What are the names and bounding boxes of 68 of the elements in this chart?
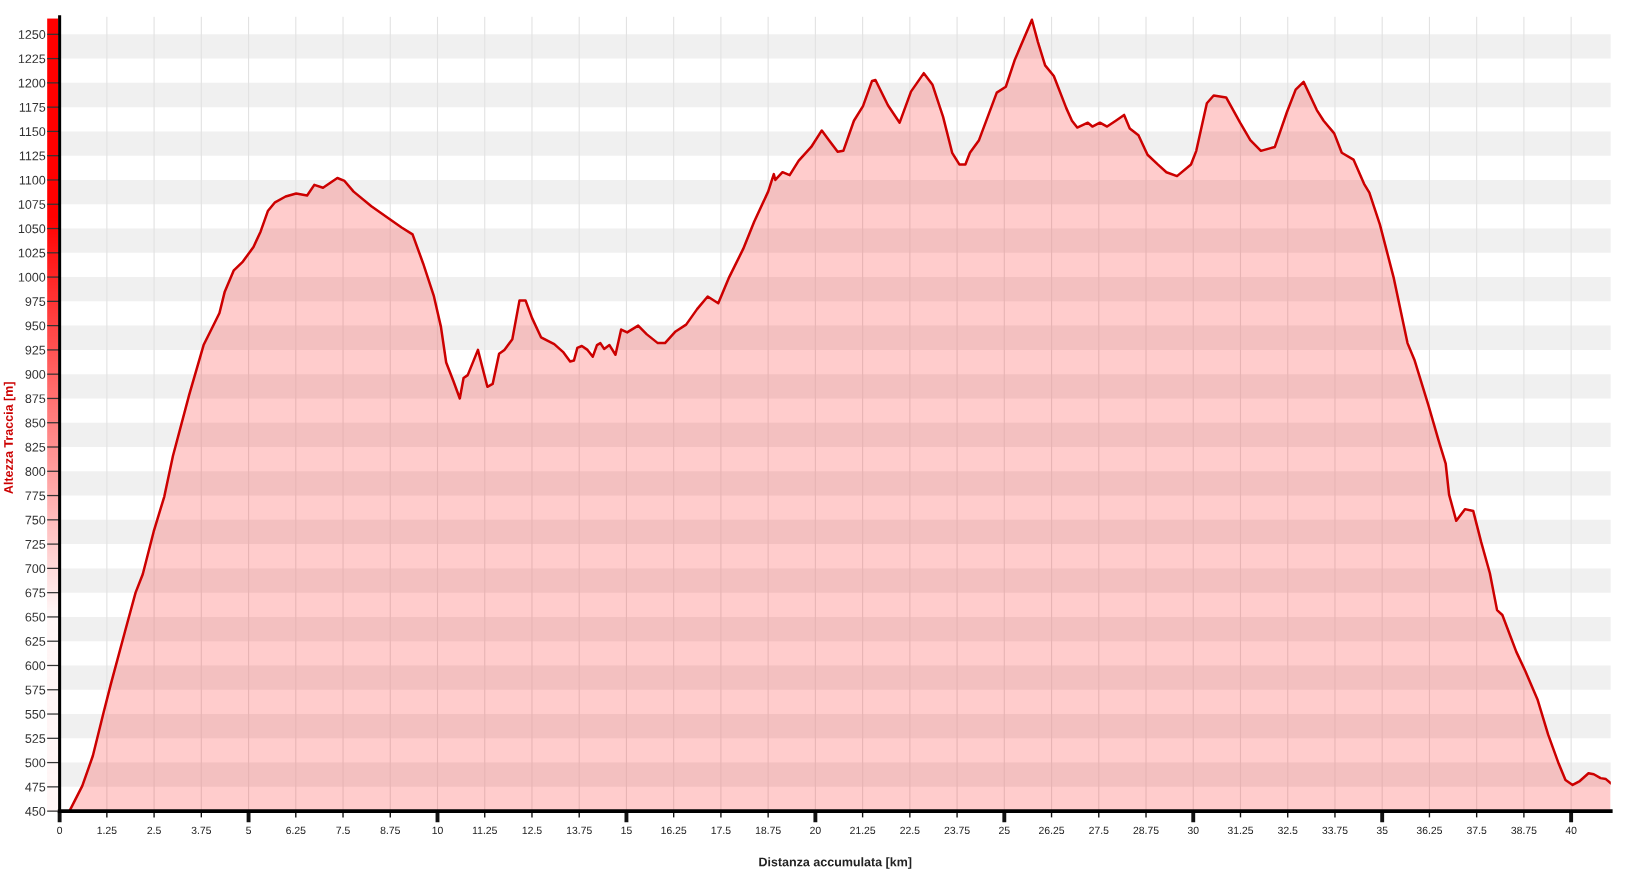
x-tick-label: 13.75 bbox=[566, 826, 592, 835]
x-tick-label: 10 bbox=[432, 826, 443, 835]
y-tick-label: 1150 bbox=[19, 127, 46, 137]
y-tick-label: 825 bbox=[25, 442, 46, 452]
y-tick-label: 1125 bbox=[19, 151, 46, 161]
x-tick-label: 28.75 bbox=[1133, 826, 1159, 835]
y-tick-label: 725 bbox=[25, 539, 46, 549]
x-tick-label: 37.5 bbox=[1466, 826, 1487, 835]
y-tick-label: 925 bbox=[25, 345, 46, 355]
x-tick-label: 20 bbox=[810, 826, 821, 835]
y-tick-label: 1075 bbox=[18, 200, 46, 209]
y-tick-label: 900 bbox=[25, 369, 46, 379]
x-tick-label: 40 bbox=[1565, 826, 1577, 835]
y-tick-label: 700 bbox=[25, 564, 46, 574]
x-tick-label: 26.25 bbox=[1039, 826, 1065, 835]
y-tick-label: 675 bbox=[25, 588, 46, 598]
y-tick-label: 875 bbox=[25, 394, 46, 404]
y-tick-label: 500 bbox=[25, 758, 46, 768]
x-tick-label: 3.75 bbox=[191, 826, 212, 835]
y-tick-label: 525 bbox=[25, 734, 46, 743]
y-tick-label: 775 bbox=[25, 491, 46, 501]
y-tick-label: 1000 bbox=[18, 272, 46, 282]
y-tick-label: 1025 bbox=[18, 248, 46, 258]
y-axis-title: Altezza Traccia [m] bbox=[3, 382, 16, 494]
x-tick-label: 6.25 bbox=[286, 826, 306, 835]
y-tick-label: 550 bbox=[25, 709, 46, 719]
y-tick-label: 1225 bbox=[18, 54, 46, 64]
x-tick-label: 7.5 bbox=[336, 826, 350, 835]
x-tick-label: 38.75 bbox=[1511, 826, 1537, 835]
x-tick-label: 11.25 bbox=[472, 826, 497, 835]
y-tick-label: 600 bbox=[25, 661, 46, 671]
y-tick-label: 650 bbox=[25, 612, 46, 622]
y-tick-label: 1200 bbox=[18, 78, 46, 88]
x-tick-label: 35 bbox=[1376, 826, 1388, 835]
y-tick-label: 1050 bbox=[18, 224, 46, 234]
x-tick-label: 30 bbox=[1187, 826, 1199, 835]
x-tick-label: 5 bbox=[246, 826, 252, 835]
y-tick-label: 1100 bbox=[19, 175, 46, 185]
x-tick-label: 18.75 bbox=[755, 826, 781, 835]
x-axis-title: Distanza accumulata [km] bbox=[759, 857, 912, 869]
y-tick-label: 575 bbox=[25, 685, 46, 695]
x-tick-label: 22.5 bbox=[900, 826, 920, 835]
x-tick-label: 25 bbox=[999, 826, 1010, 835]
y-tick-label: 450 bbox=[25, 806, 46, 816]
y-tick-label: 1175 bbox=[19, 103, 46, 112]
x-tick-label: 32.5 bbox=[1277, 826, 1298, 835]
x-tick-label: 33.75 bbox=[1322, 826, 1348, 835]
x-tick-label: 15 bbox=[621, 826, 632, 835]
x-tick-label: 8.75 bbox=[380, 826, 400, 835]
x-tick-label: 36.25 bbox=[1416, 826, 1443, 835]
y-tick-label: 800 bbox=[25, 467, 46, 476]
y-tick-label: 1250 bbox=[18, 30, 46, 39]
x-tick-label: 23.75 bbox=[944, 826, 970, 835]
y-tick-label: 475 bbox=[25, 782, 46, 792]
y-tick-label: 850 bbox=[25, 418, 46, 428]
x-tick-label: 1.25 bbox=[97, 826, 117, 835]
x-tick-label: 31.25 bbox=[1227, 826, 1254, 835]
x-tick-label: 17.5 bbox=[711, 826, 731, 835]
y-tick-label: 950 bbox=[25, 321, 46, 331]
x-tick-label: 0 bbox=[57, 826, 63, 835]
x-tick-label: 16.25 bbox=[661, 826, 687, 835]
y-tick-label: 625 bbox=[25, 637, 46, 646]
x-tick-label: 2.5 bbox=[147, 826, 161, 835]
y-tick-label: 975 bbox=[25, 297, 46, 306]
x-tick-label: 21.25 bbox=[850, 826, 876, 835]
x-tick-label: 27.5 bbox=[1089, 826, 1109, 835]
y-tick-label: 750 bbox=[25, 515, 46, 525]
x-tick-label: 12.5 bbox=[522, 826, 542, 835]
